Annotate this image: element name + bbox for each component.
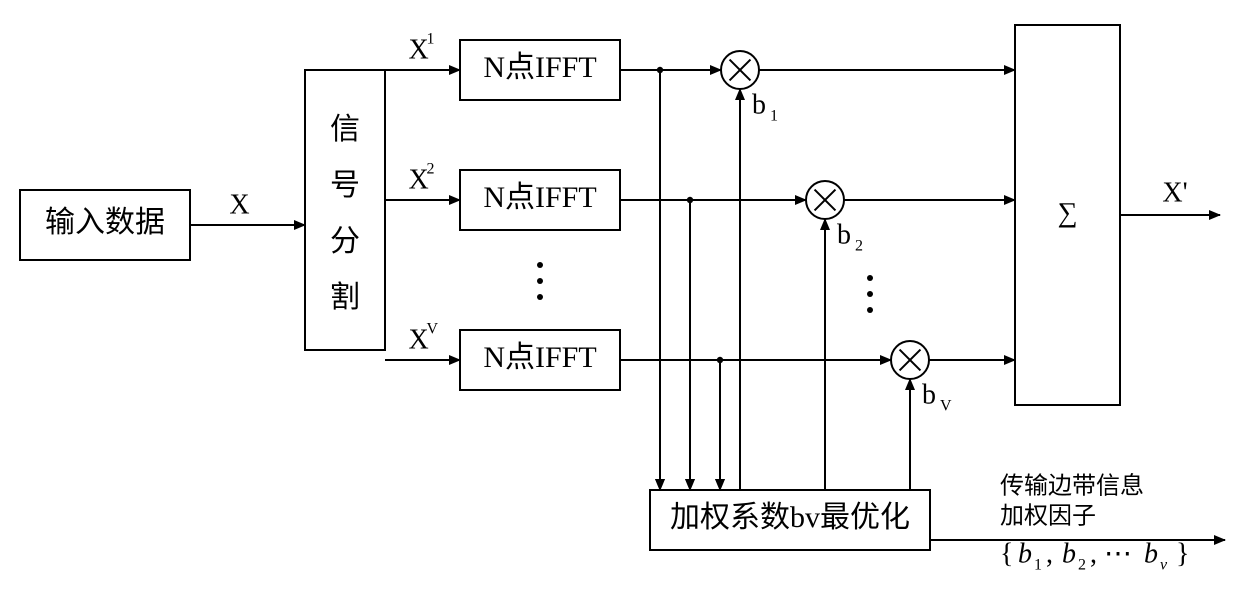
- ifft1-label: N点IFFT: [483, 51, 596, 84]
- svg-text:号: 号: [330, 169, 360, 202]
- sideband-line1: 传输边带信息: [1000, 473, 1144, 500]
- svg-text:⋯: ⋯: [1104, 538, 1132, 569]
- svg-text:v: v: [1160, 557, 1168, 574]
- split-block: 信号分割: [305, 70, 385, 350]
- svg-text:1: 1: [427, 31, 435, 48]
- svg-text:V: V: [427, 321, 439, 338]
- vdots-0: [537, 262, 543, 300]
- sum-label: ∑: [1058, 197, 1078, 228]
- svg-text:V: V: [940, 398, 952, 415]
- svg-text:1: 1: [1034, 557, 1042, 574]
- svg-text:,: ,: [1046, 538, 1053, 569]
- input-block: 输入数据: [20, 190, 190, 260]
- ifft2-label: N点IFFT: [483, 181, 596, 214]
- coef-label-0: b1: [752, 89, 778, 124]
- ifftV-label: N点IFFT: [483, 341, 596, 374]
- sideband-set: {b1,b2,⋯bv}: [1000, 538, 1189, 573]
- signal-x1: X1: [409, 31, 435, 66]
- sideband-line2: 加权因子: [1000, 503, 1096, 530]
- svg-text:b: b: [752, 89, 766, 120]
- svg-text:割: 割: [330, 281, 360, 314]
- ifft2-block: N点IFFT: [460, 170, 620, 230]
- svg-text:{: {: [1000, 538, 1013, 569]
- multiplier-2: [806, 181, 844, 219]
- coef-label-1: b2: [837, 219, 863, 254]
- svg-text:,: ,: [1090, 538, 1097, 569]
- svg-text:}: }: [1176, 538, 1189, 569]
- svg-text:1: 1: [770, 108, 778, 125]
- sum-block: ∑: [1015, 25, 1120, 405]
- svg-text:b: b: [1062, 538, 1076, 569]
- ifftV-block: N点IFFT: [460, 330, 620, 390]
- svg-text:信: 信: [330, 113, 360, 146]
- svg-text:2: 2: [427, 161, 435, 178]
- multiplier-1: [721, 51, 759, 89]
- vdots-1: [867, 275, 873, 313]
- svg-text:b: b: [1144, 538, 1158, 569]
- svg-text:b: b: [1018, 538, 1032, 569]
- svg-text:b: b: [837, 219, 851, 250]
- svg-text:2: 2: [855, 238, 863, 255]
- signal-x2: X2: [409, 161, 435, 196]
- svg-text:2: 2: [1078, 557, 1086, 574]
- coef-label-2: bV: [922, 379, 952, 414]
- svg-text:b: b: [922, 379, 936, 410]
- ifft1-block: N点IFFT: [460, 40, 620, 100]
- multiplier-3: [891, 341, 929, 379]
- signal-xprime: X': [1162, 177, 1187, 208]
- opt-label: 加权系数bv最优化: [670, 501, 910, 534]
- signal-x: X: [229, 189, 249, 220]
- opt-block: 加权系数bv最优化: [650, 490, 930, 550]
- signal-xv: XV: [409, 321, 439, 356]
- svg-text:分: 分: [330, 225, 360, 258]
- input-label: 输入数据: [45, 206, 165, 239]
